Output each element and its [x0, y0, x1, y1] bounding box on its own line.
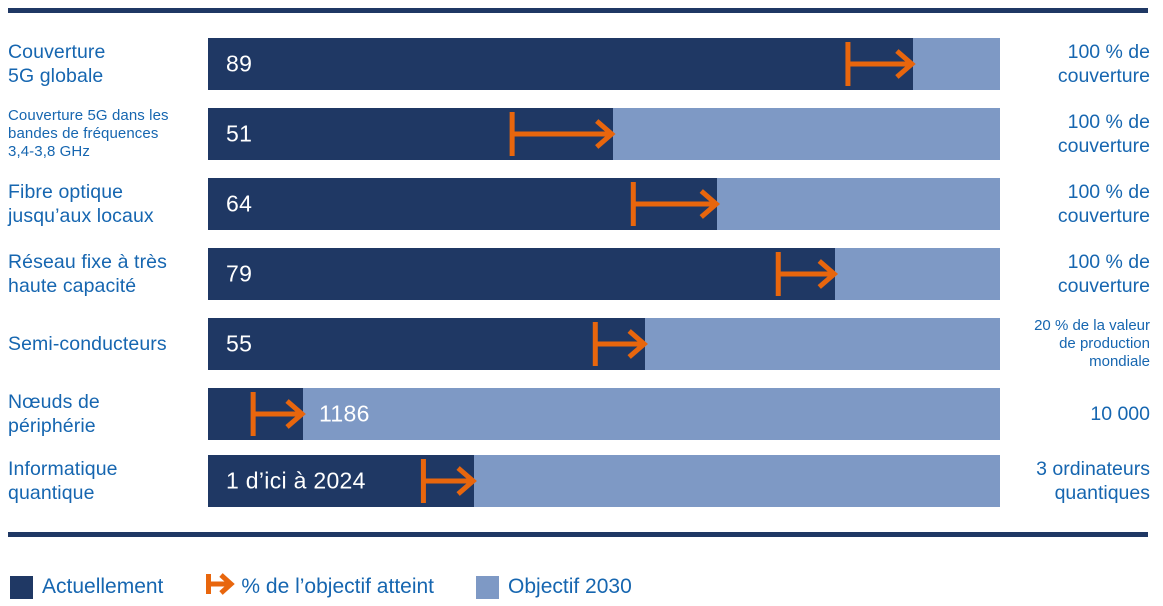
target-label: 3 ordinateurs quantiques [1036, 458, 1150, 504]
row-label: Nœuds de périphérie [8, 391, 100, 437]
row-label: Informatique quantique [8, 458, 118, 504]
current-value-bar [208, 318, 646, 370]
target-label: 100 % de couverture [1057, 251, 1150, 297]
legend-item-objective: Objectif 2030 [476, 575, 632, 599]
legend-item-progress-arrow: % de l’objectif atteint [205, 571, 434, 603]
row-label: Fibre optique jusqu’aux locaux [8, 181, 154, 227]
chart-row: Nœuds de périphérie 1186 10 000 [0, 388, 1163, 440]
target-label: 10 000 [1090, 403, 1150, 425]
current-value-bar [208, 38, 913, 90]
objective-bar: 1186 [208, 388, 1000, 440]
bar-value-label: 1 d’ici à 2024 [226, 467, 366, 494]
row-label: Couverture 5G globale [8, 41, 106, 87]
target-label: 100 % de couverture [1057, 111, 1150, 157]
bar-value-label: 79 [226, 260, 253, 287]
legend: Actuellement % de l’objectif atteint Obj… [10, 571, 632, 603]
top-divider [8, 8, 1148, 13]
chart-row: Semi-conducteurs 55 20 % de la valeur de pr… [0, 317, 1163, 370]
row-label: Couverture 5G dans les bandes de fréquenc… [8, 107, 169, 160]
objective-bar: 51 [208, 108, 1000, 160]
chart-row: Couverture 5G globale 89 100 % de couverture [0, 38, 1163, 90]
target-label: 100 % de couverture [1057, 181, 1150, 227]
bottom-divider [8, 532, 1148, 537]
current-swatch-icon [10, 575, 33, 599]
objective-bar: 89 [208, 38, 1000, 90]
target-label: 100 % de couverture [1057, 41, 1150, 87]
objective-bar: 79 [208, 248, 1000, 300]
legend-item-current: Actuellement [10, 575, 163, 599]
chart-row: Informatique quantique 1 d’ici à 2024 3 ord… [0, 455, 1163, 507]
row-label: Réseau fixe à très haute capacité [8, 251, 167, 297]
legend-label-current: Actuellement [42, 575, 164, 598]
progress-arrow-icon [420, 459, 477, 503]
objective-bar: 55 [208, 318, 1000, 370]
bar-chart: Couverture 5G globale 89 100 % de couverture… [0, 38, 1163, 507]
bar-value-label: 55 [226, 330, 253, 357]
bar-value-label: 89 [226, 50, 253, 77]
objective-bar: 64 [208, 178, 1000, 230]
current-value-bar [208, 248, 836, 300]
chart-row: Réseau fixe à très haute capacité 79 100 % … [0, 248, 1163, 300]
target-label: 20 % de la valeur de production mondiale [1034, 317, 1150, 370]
objective-bar: 1 d’ici à 2024 [208, 455, 1000, 507]
progress-arrow-icon [630, 182, 721, 226]
progress-arrow-icon [592, 322, 649, 366]
progress-arrow-icon [205, 571, 236, 603]
progress-arrow-icon [845, 42, 916, 86]
progress-arrow-icon [509, 112, 616, 156]
legend-label-objective: Objectif 2030 [508, 575, 632, 598]
legend-label-progress: % de l’objectif atteint [241, 575, 435, 598]
bar-value-label: 64 [226, 190, 253, 217]
progress-arrow-icon [775, 252, 839, 296]
row-label: Semi-conducteurs [8, 333, 167, 355]
objective-swatch-icon [476, 575, 500, 599]
rows: Couverture 5G globale 89 100 % de couverture… [0, 38, 1163, 507]
chart-row: Fibre optique jusqu’aux locaux 64 100 % de c… [0, 178, 1163, 230]
bar-value-label: 1186 [319, 400, 370, 427]
progress-arrow-icon [250, 392, 306, 436]
bar-value-label: 51 [226, 120, 253, 147]
chart-row: Couverture 5G dans les bandes de fréquenc… [0, 107, 1163, 160]
